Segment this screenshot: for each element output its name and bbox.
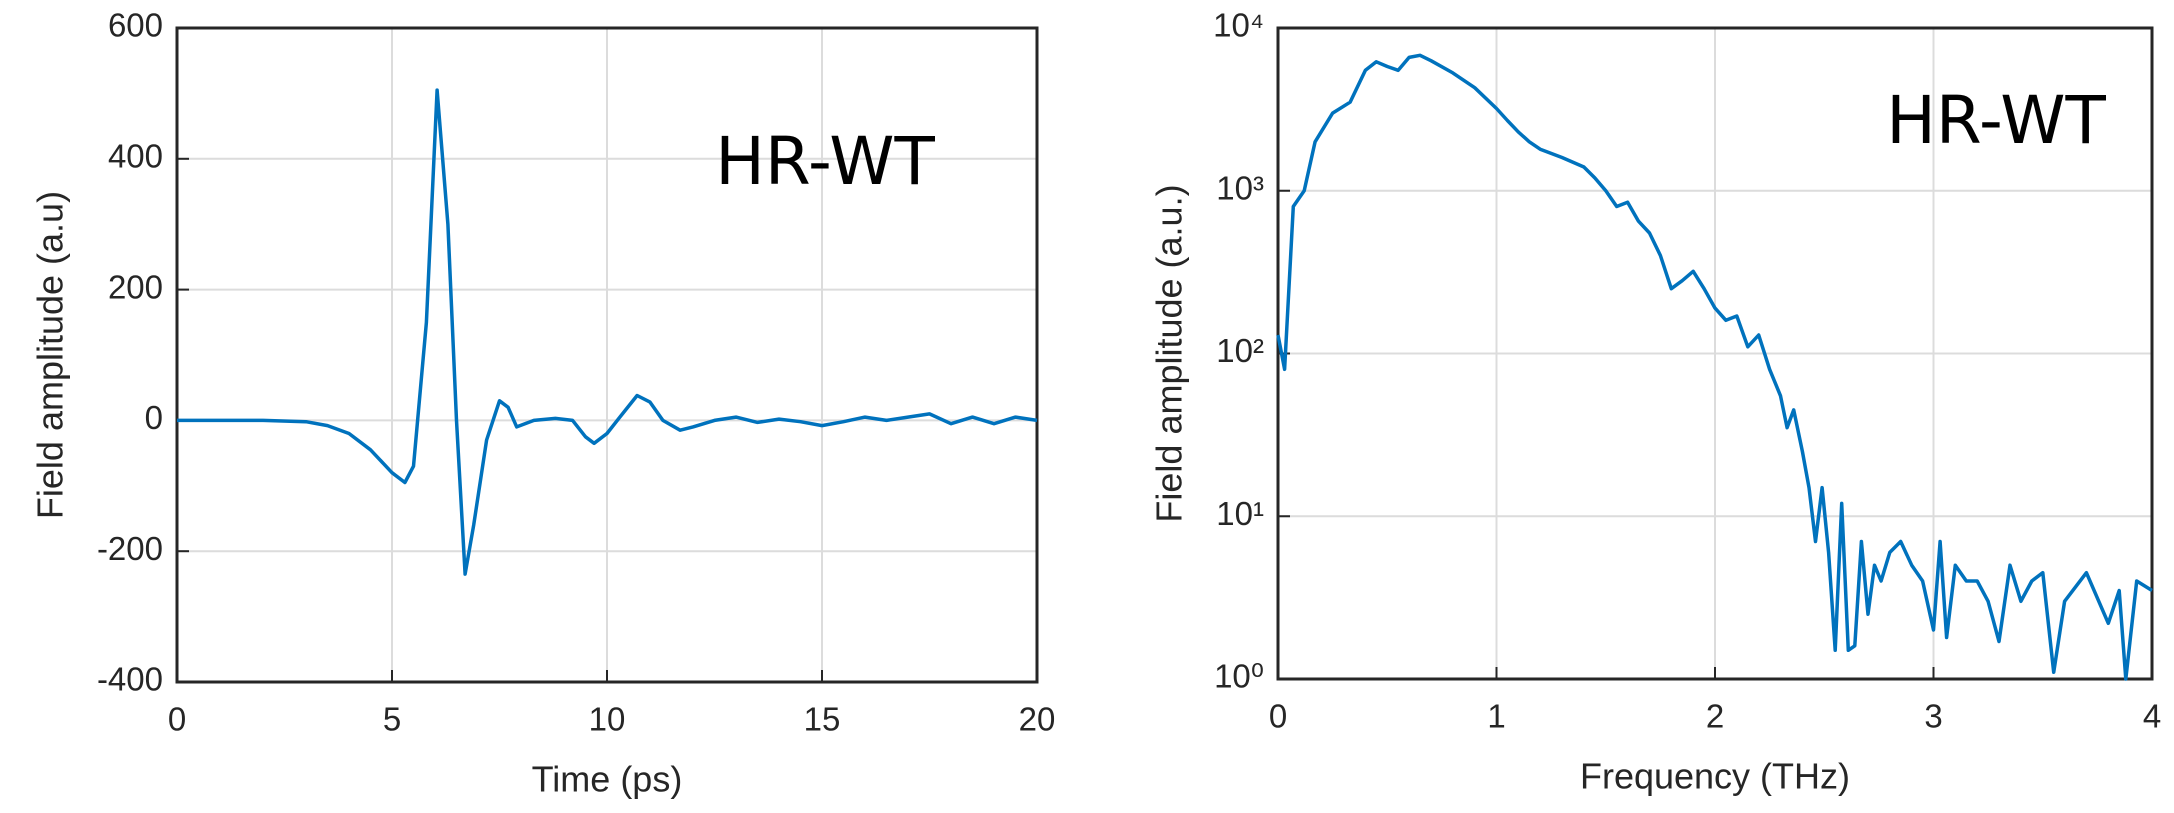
y-axis-label: Field amplitude (a.u) xyxy=(30,191,71,519)
x-tick-label: 5 xyxy=(383,701,401,738)
plot-frame xyxy=(175,26,1039,684)
y-tick-label: 10² xyxy=(1216,332,1264,369)
y-tick-label: 0 xyxy=(145,399,163,436)
y-tick-label: 10³ xyxy=(1216,169,1264,206)
data-line xyxy=(177,88,1038,576)
y-tick-label: 400 xyxy=(108,138,163,175)
x-tick-label: 3 xyxy=(1924,698,1942,735)
data-line xyxy=(1276,53,2153,681)
annotation: HR-WT xyxy=(1886,82,2106,159)
x-tick-label: 0 xyxy=(1269,698,1287,735)
x-tick-label: 2 xyxy=(1706,698,1724,735)
y-tick-label: 200 xyxy=(108,268,163,305)
y-tick-label: 600 xyxy=(108,7,163,44)
x-tick-label: 20 xyxy=(1019,701,1056,738)
chart: 0 5 10 15 20 -400 -200 0 200 400 600 Time (ps) Field… xyxy=(30,7,1056,800)
annotation: HR-WT xyxy=(715,123,935,200)
chart: 0 1 2 3 4 10⁰ 10¹ 10² 10³ 10⁴ Frequency (THz) Field… xyxy=(1149,7,2162,797)
x-axis-label: Time (ps) xyxy=(532,759,683,800)
x-tick-label: 15 xyxy=(804,701,841,738)
x-tick-label: 10 xyxy=(589,701,626,738)
x-tick-label: 0 xyxy=(168,701,186,738)
x-tick-label: 1 xyxy=(1487,698,1505,735)
plot-frame xyxy=(1276,26,2154,681)
y-tick-label: 10⁴ xyxy=(1213,7,1264,44)
y-tick-label: 10¹ xyxy=(1216,495,1264,532)
y-tick-label: -200 xyxy=(97,530,163,567)
y-tick-label: -400 xyxy=(97,661,163,698)
x-axis-label: Frequency (THz) xyxy=(1580,756,1850,797)
y-tick-label: 10⁰ xyxy=(1214,658,1264,695)
x-tick-label: 4 xyxy=(2143,698,2161,735)
y-axis-label: Field amplitude (a.u.) xyxy=(1149,184,1190,522)
